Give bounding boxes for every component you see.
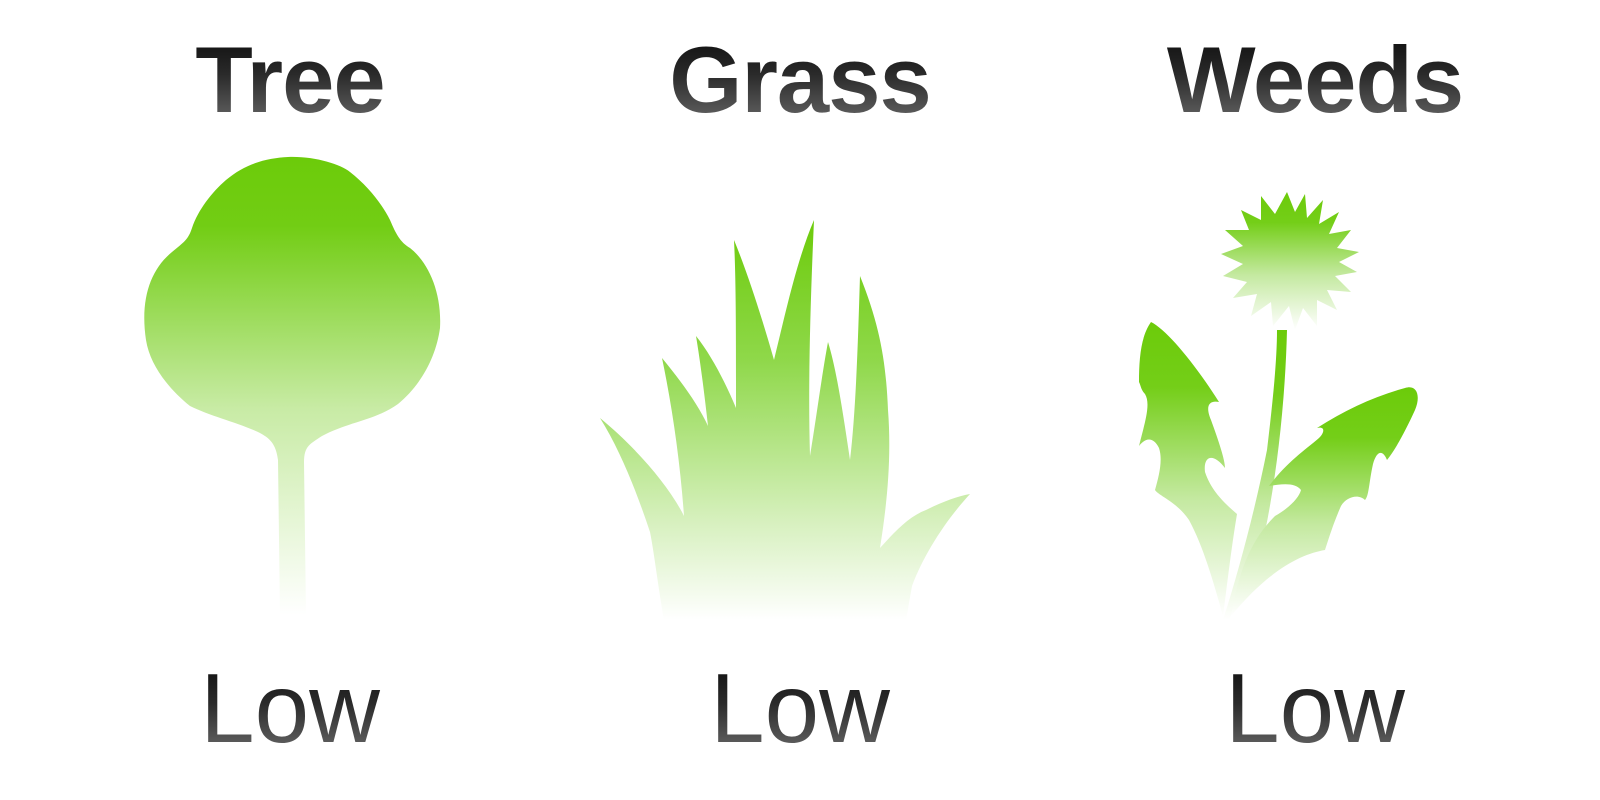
grass-panel: Grass Low — [540, 0, 1060, 800]
tree-icon — [144, 156, 441, 616]
grass-icon — [600, 220, 970, 620]
tree-panel: Tree Low — [30, 0, 550, 800]
weeds-panel: Weeds Low — [1055, 0, 1575, 800]
tree-title: Tree — [30, 28, 550, 132]
grass-title: Grass — [540, 28, 1060, 132]
grass-level: Low — [540, 654, 1060, 763]
dandelion-icon — [1139, 192, 1418, 620]
weeds-level: Low — [1055, 654, 1575, 763]
weeds-title: Weeds — [1055, 28, 1575, 132]
tree-level: Low — [30, 654, 550, 763]
